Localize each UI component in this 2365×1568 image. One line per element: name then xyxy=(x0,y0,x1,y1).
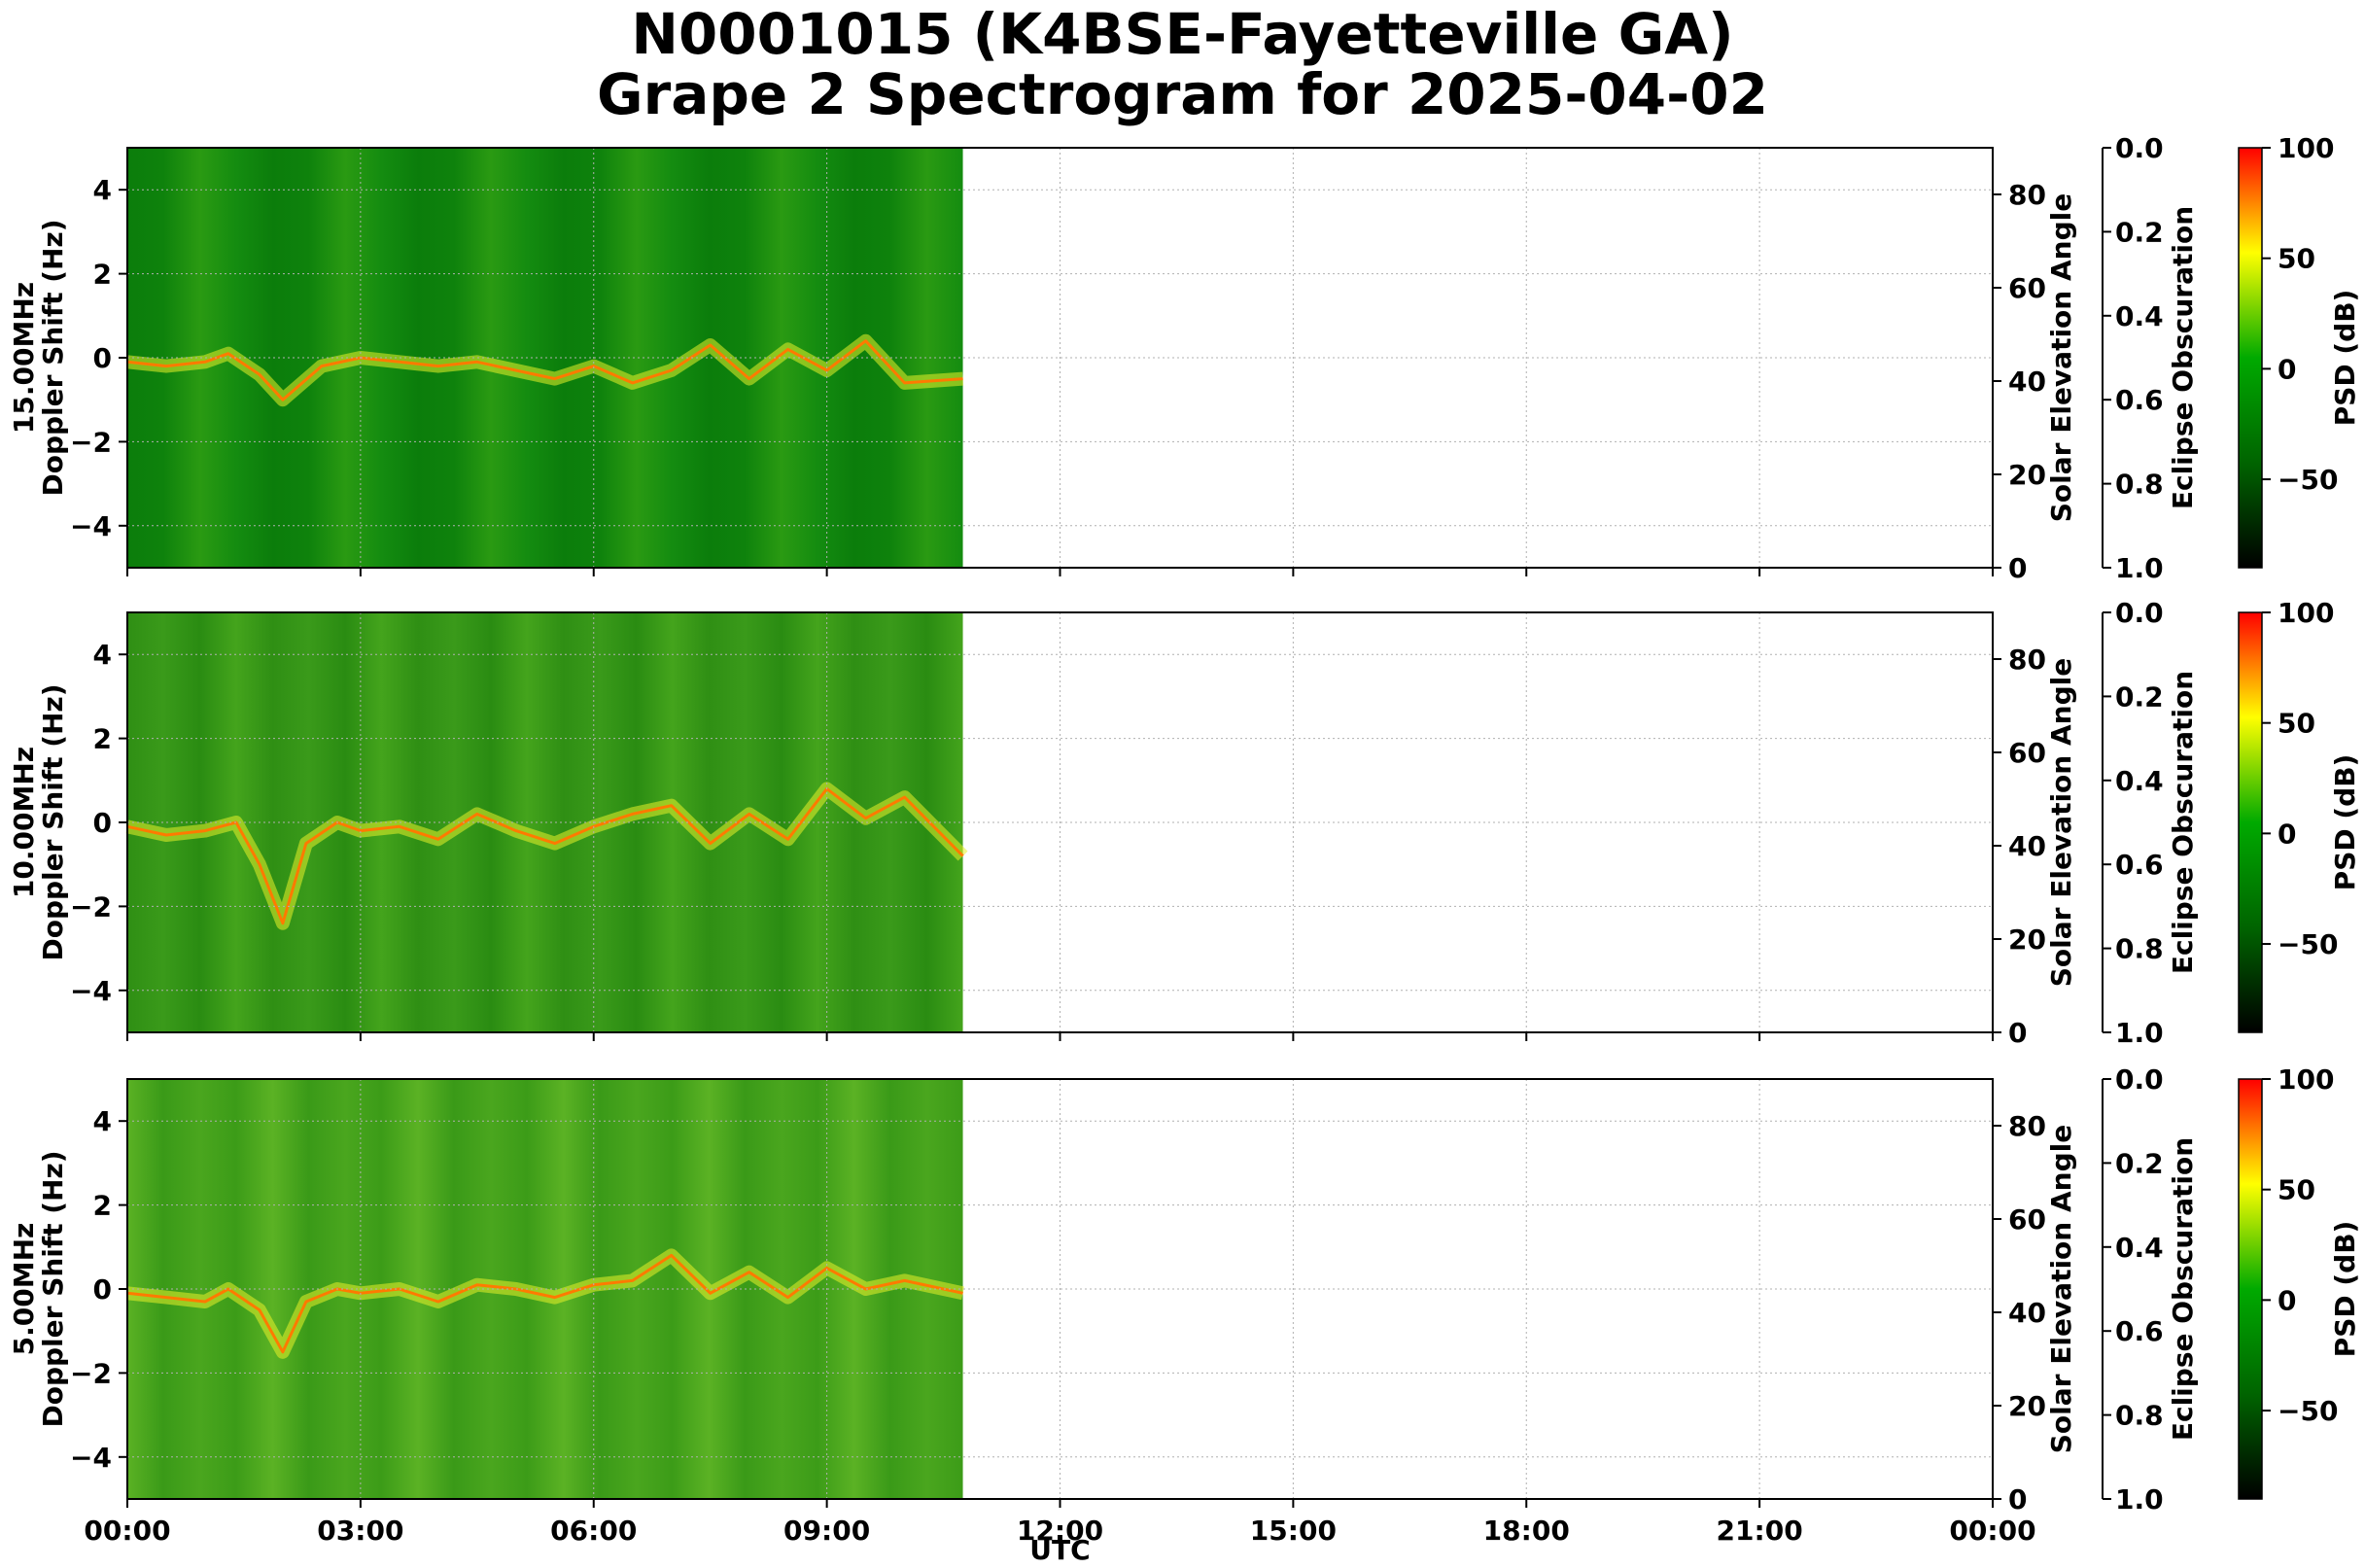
colorbar-tick-label: 100 xyxy=(2278,132,2334,164)
colorbar xyxy=(2238,1078,2263,1500)
colorbar xyxy=(2238,147,2263,569)
x-tick-label: 12:00 xyxy=(1017,1515,1103,1547)
y-tick-label: −4 xyxy=(70,975,112,1007)
eclipse-axis-label: Eclipse Obscuration xyxy=(2167,206,2199,509)
eclipse-tick-label: 0.0 xyxy=(2115,1063,2164,1096)
eclipse-tick-label: 0.0 xyxy=(2115,132,2164,164)
doppler-trace-1 xyxy=(126,786,964,925)
y-tick-label: −2 xyxy=(70,1357,112,1389)
chart-title-line2: Grape 2 Spectrogram for 2025-04-02 xyxy=(597,61,1768,127)
solar-tick-label: 40 xyxy=(2008,366,2046,398)
y-tick-label: −2 xyxy=(70,890,112,923)
eclipse-tick-label: 0.8 xyxy=(2115,1400,2164,1432)
colorbar-tick-label: 0 xyxy=(2278,353,2296,385)
x-tick-label: 06:00 xyxy=(550,1515,637,1547)
solar-tick-label: 0 xyxy=(2008,552,2027,584)
eclipse-tick-label: 0.2 xyxy=(2115,216,2164,248)
colorbar-tick-label: 50 xyxy=(2278,708,2315,740)
solar-tick-label: 0 xyxy=(2008,1017,2027,1049)
colorbar-label: PSD (dB) xyxy=(2329,1221,2361,1358)
panel-frequency-label: 5.00MHz xyxy=(8,1223,40,1356)
y-tick-label: 4 xyxy=(93,174,112,206)
eclipse-axis-label: Eclipse Obscuration xyxy=(2167,671,2199,974)
x-tick-label: 18:00 xyxy=(1483,1515,1570,1547)
colorbar-tick-label: 50 xyxy=(2278,1174,2315,1206)
solar-tick-label: 0 xyxy=(2008,1483,2027,1516)
solar-tick-label: 80 xyxy=(2008,644,2046,676)
y-tick-label: 4 xyxy=(93,1105,112,1137)
solar-tick-label: 20 xyxy=(2008,1390,2046,1422)
x-tick-label: 03:00 xyxy=(317,1515,403,1547)
eclipse-tick-label: 0.4 xyxy=(2115,765,2164,797)
eclipse-tick-label: 0.6 xyxy=(2115,1315,2164,1347)
panel-frequency-label: 10.00MHz xyxy=(8,747,40,898)
y-tick-label: 2 xyxy=(93,723,112,755)
eclipse-tick-label: 1.0 xyxy=(2115,552,2164,584)
y-tick-label: 0 xyxy=(93,1273,112,1306)
colorbar-tick-label: 0 xyxy=(2278,1284,2296,1316)
panel-y-axis-label: Doppler Shift (Hz) xyxy=(37,683,69,960)
solar-tick-label: 60 xyxy=(2008,1203,2046,1236)
x-axis-label: UTC xyxy=(1029,1534,1090,1566)
chart-title-line1: N0001015 (K4BSE-Fayetteville GA) xyxy=(631,1,1734,67)
eclipse-axis-label: Eclipse Obscuration xyxy=(2167,1137,2199,1441)
colorbar xyxy=(2238,611,2263,1033)
x-tick-label: 00:00 xyxy=(84,1515,170,1547)
solar-tick-label: 60 xyxy=(2008,272,2046,304)
solar-tick-label: 40 xyxy=(2008,1297,2046,1329)
panel-y-axis-label: Doppler Shift (Hz) xyxy=(37,219,69,496)
eclipse-tick-label: 0.6 xyxy=(2115,849,2164,881)
colorbar-tick-label: 100 xyxy=(2278,597,2334,629)
x-tick-label: 21:00 xyxy=(1717,1515,1803,1547)
eclipse-tick-label: 0.8 xyxy=(2115,469,2164,501)
x-tick-label: 00:00 xyxy=(1949,1515,2035,1547)
y-tick-label: 0 xyxy=(93,807,112,839)
y-tick-label: 2 xyxy=(93,259,112,291)
colorbar-label: PSD (dB) xyxy=(2329,754,2361,891)
eclipse-tick-label: 0.0 xyxy=(2115,597,2164,629)
y-tick-label: 4 xyxy=(93,639,112,671)
colorbar-label: PSD (dB) xyxy=(2329,290,2361,427)
y-tick-label: −2 xyxy=(70,426,112,458)
y-tick-label: −4 xyxy=(70,1442,112,1474)
y-tick-label: 2 xyxy=(93,1190,112,1222)
eclipse-tick-label: 0.8 xyxy=(2115,933,2164,965)
solar-tick-label: 60 xyxy=(2008,737,2046,769)
eclipse-tick-label: 0.6 xyxy=(2115,384,2164,416)
solar-tick-label: 80 xyxy=(2008,179,2046,211)
y-tick-label: −4 xyxy=(70,510,112,542)
solar-tick-label: 20 xyxy=(2008,923,2046,956)
solar-tick-label: 40 xyxy=(2008,830,2046,862)
x-tick-label: 09:00 xyxy=(783,1515,870,1547)
colorbar-tick-label: 0 xyxy=(2278,818,2296,850)
y-tick-label: 0 xyxy=(93,342,112,374)
eclipse-tick-label: 0.4 xyxy=(2115,300,2164,332)
eclipse-tick-label: 0.4 xyxy=(2115,1232,2164,1264)
colorbar-tick-label: −50 xyxy=(2278,928,2338,960)
colorbar-tick-label: 100 xyxy=(2278,1063,2334,1096)
colorbar-tick-label: 50 xyxy=(2278,243,2315,275)
solar-axis-label: Solar Elevation Angle xyxy=(2045,193,2077,522)
colorbar-tick-label: −50 xyxy=(2278,464,2338,496)
eclipse-tick-label: 1.0 xyxy=(2115,1483,2164,1516)
x-tick-label: 15:00 xyxy=(1250,1515,1337,1547)
solar-tick-label: 80 xyxy=(2008,1110,2046,1142)
eclipse-tick-label: 0.2 xyxy=(2115,1147,2164,1179)
panel-y-axis-label: Doppler Shift (Hz) xyxy=(37,1150,69,1427)
eclipse-tick-label: 1.0 xyxy=(2115,1017,2164,1049)
solar-tick-label: 20 xyxy=(2008,459,2046,491)
eclipse-tick-label: 0.2 xyxy=(2115,680,2164,713)
panel-frequency-label: 15.00MHz xyxy=(8,282,40,434)
colorbar-tick-label: −50 xyxy=(2278,1395,2338,1427)
doppler-trace-2 xyxy=(126,1253,963,1354)
solar-axis-label: Solar Elevation Angle xyxy=(2045,1125,2077,1453)
doppler-trace-0 xyxy=(126,339,963,401)
solar-axis-label: Solar Elevation Angle xyxy=(2045,658,2077,987)
